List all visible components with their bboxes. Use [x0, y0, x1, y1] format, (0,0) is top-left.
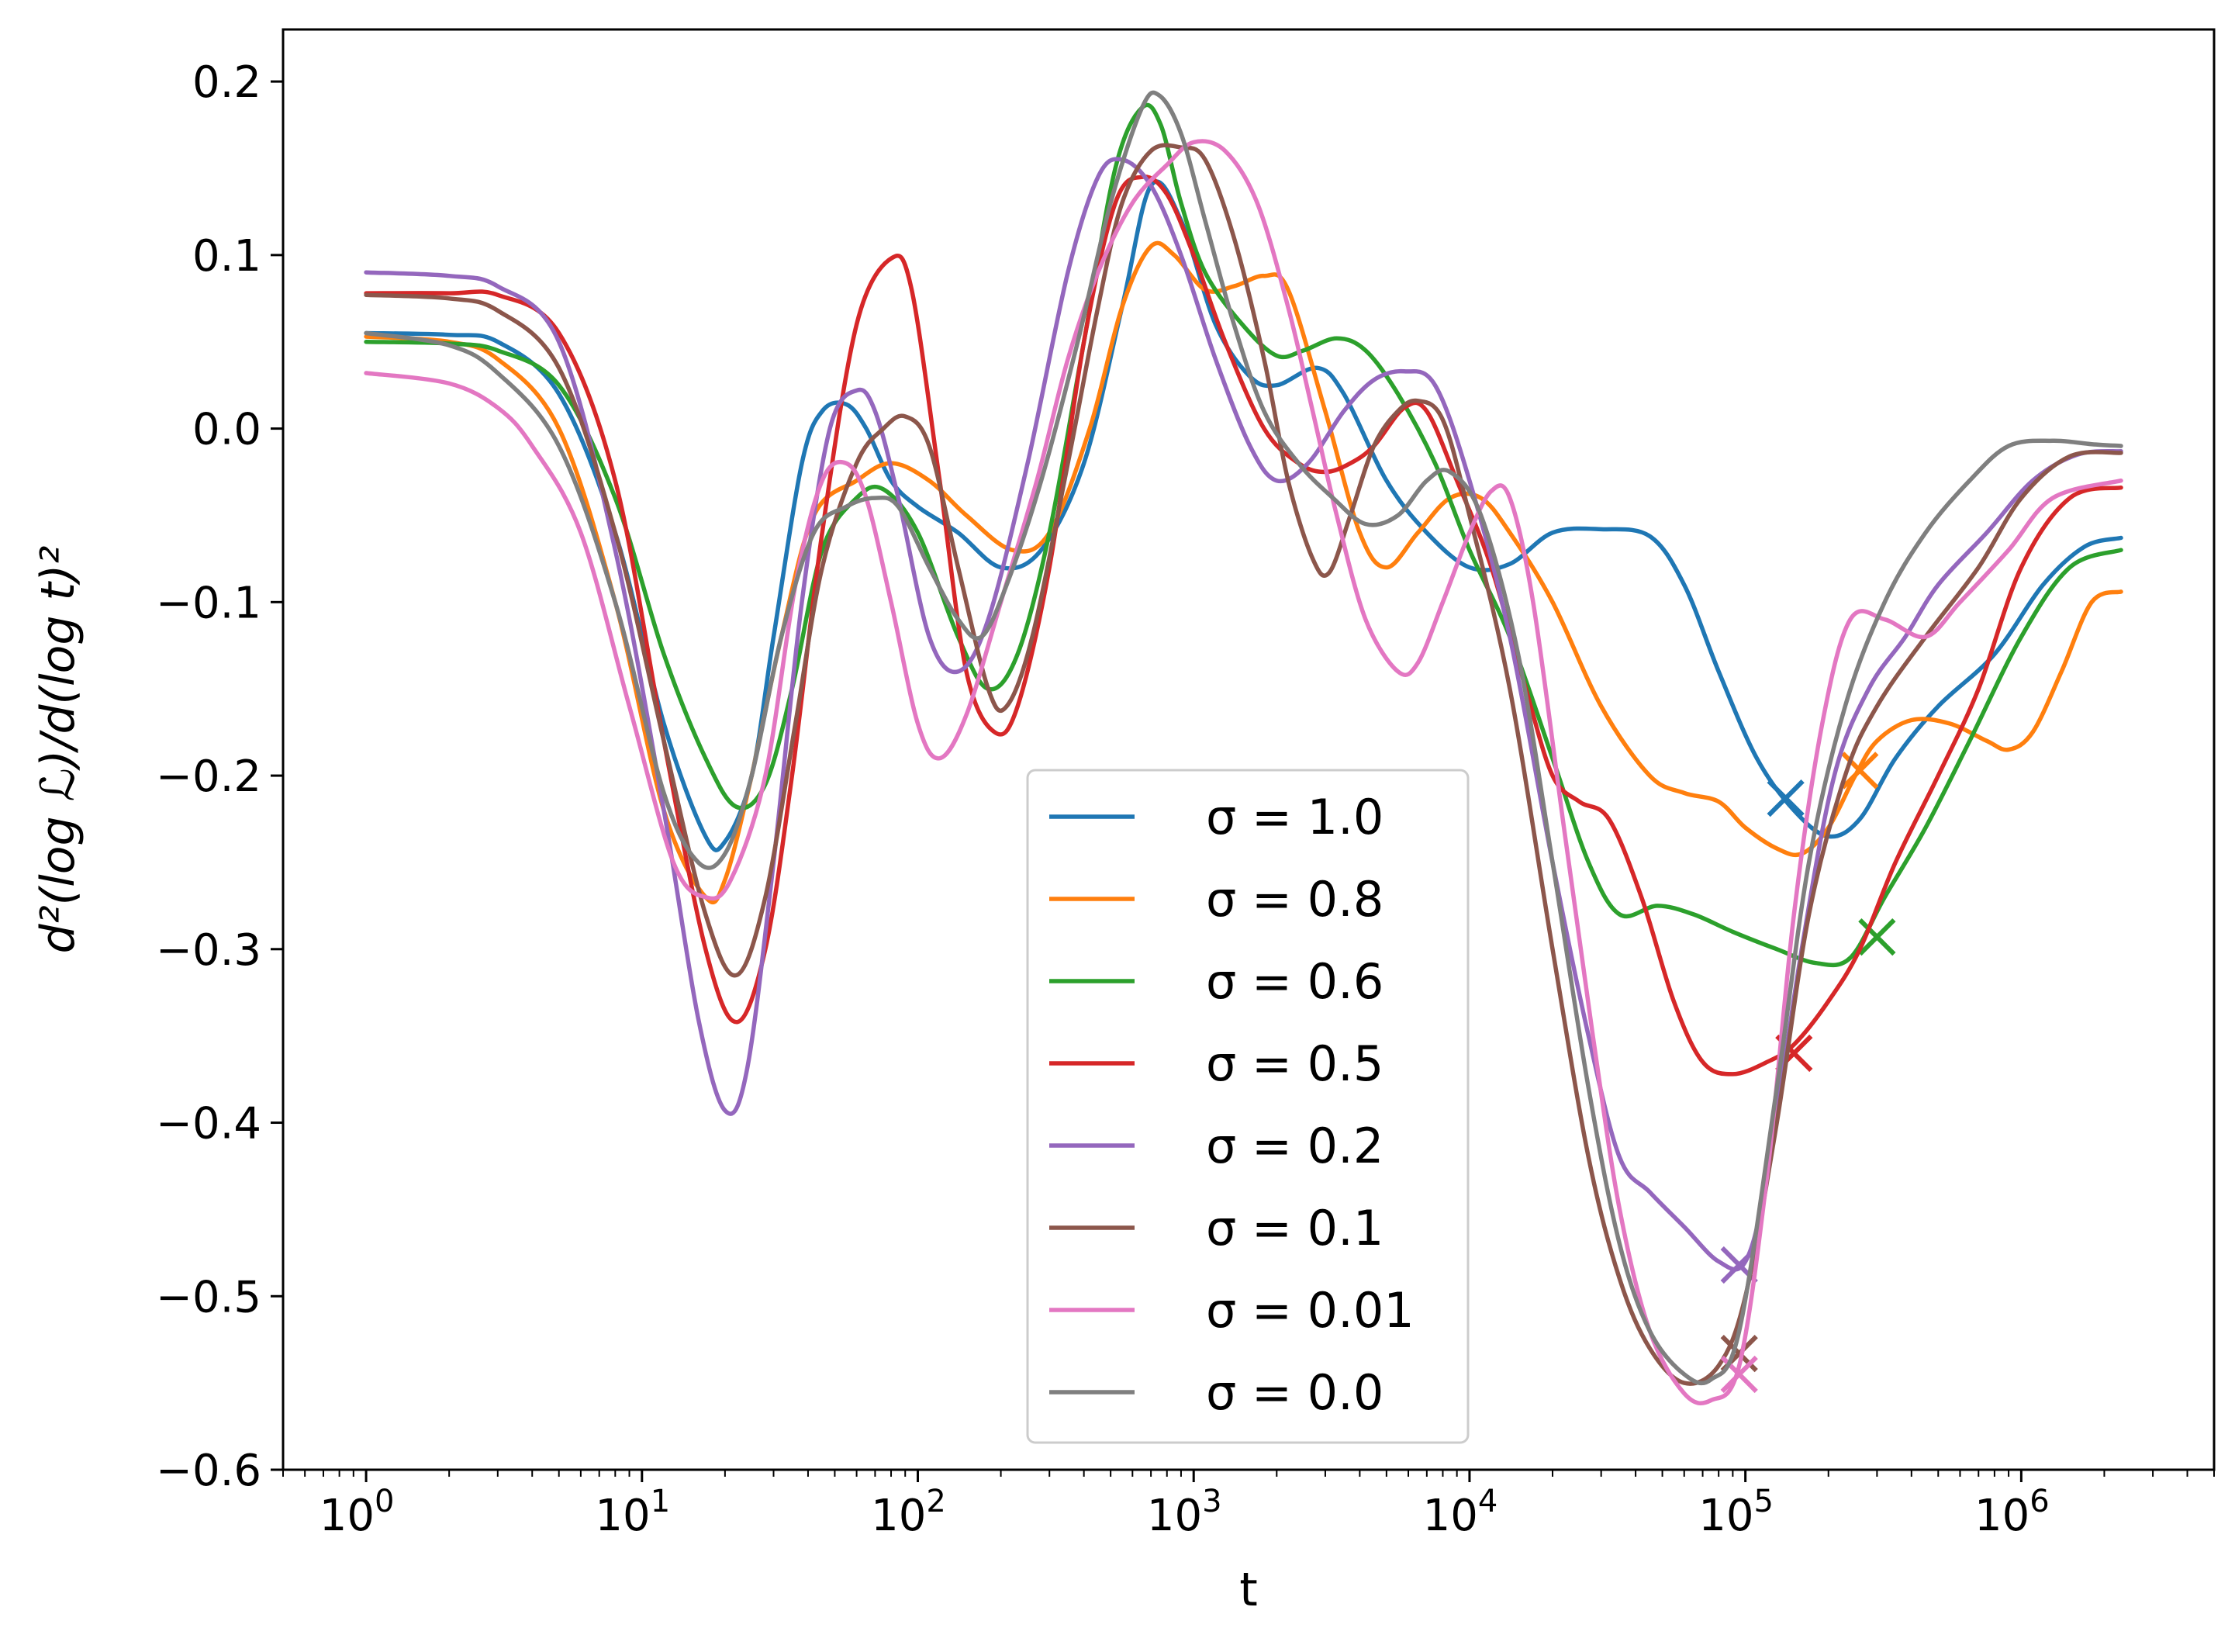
legend-label-1: σ = 0.8: [1206, 871, 1383, 928]
y-tick-label: −0.2: [156, 752, 261, 802]
y-tick-label: −0.3: [156, 925, 261, 976]
legend-label-7: σ = 0.0: [1206, 1364, 1383, 1421]
series-line-3: [364, 175, 2123, 1077]
legend-frame: [1026, 769, 1470, 1444]
y-tick-label: −0.6: [156, 1446, 261, 1496]
series-layer: [364, 90, 2123, 1405]
x-tick-label: 102: [871, 1484, 946, 1541]
y-tick-label: 0.0: [192, 405, 261, 455]
y-tick-label: 0.2: [192, 57, 261, 108]
x-tick-label: 103: [1147, 1484, 1222, 1541]
x-tick-label: 105: [1698, 1484, 1774, 1541]
y-tick-label: −0.5: [156, 1272, 261, 1322]
legend: σ = 1.0 σ = 0.8 σ = 0.6 σ = 0.5 σ = 0.2 σ = 0…: [1026, 769, 1470, 1444]
series-line-1: [364, 240, 2123, 904]
legend-label-6: σ = 0.01: [1206, 1282, 1415, 1339]
x-tick-label: 104: [1423, 1484, 1498, 1541]
legend-label-4: σ = 0.2: [1206, 1118, 1383, 1174]
series-marker-2: [1858, 918, 1896, 956]
x-axis-label: t: [1239, 1563, 1258, 1617]
legend-label-0: σ = 1.0: [1206, 789, 1383, 845]
y-tick-label: −0.4: [156, 1099, 261, 1149]
series-marker-1: [1841, 752, 1879, 790]
y-axis-label: d²(log ℒ)/d(log t)²: [31, 546, 85, 954]
series-line-7: [364, 90, 2123, 1386]
series-line-6: [364, 139, 2123, 1405]
series-marker-0: [1767, 779, 1805, 817]
y-tick-label: −0.1: [156, 578, 261, 628]
x-tick-label: 100: [320, 1484, 395, 1541]
plot-frame: [282, 28, 2216, 1471]
axes-layer: 0.2 0.1 0.0 −0.1 −0.2 −0.3 −0.4 −0.5 −0.6 100 101 1…: [156, 28, 2216, 1541]
y-tick-label: 0.1: [192, 231, 261, 282]
legend-label-2: σ = 0.6: [1206, 953, 1383, 1010]
legend-label-3: σ = 0.5: [1206, 1035, 1383, 1092]
legend-label-5: σ = 0.1: [1206, 1200, 1383, 1256]
x-tick-label: 106: [1974, 1484, 2050, 1541]
x-tick-label: 101: [595, 1484, 670, 1541]
